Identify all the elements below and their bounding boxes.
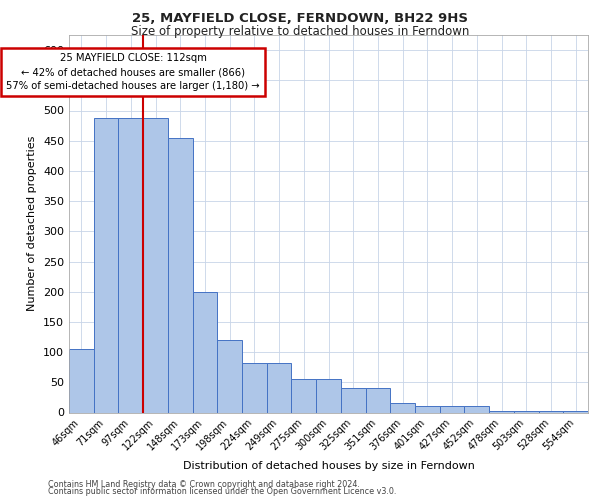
Bar [415,406,440,412]
Bar [440,406,464,412]
Bar [242,363,267,412]
Y-axis label: Number of detached properties: Number of detached properties [28,136,37,312]
Text: 25, MAYFIELD CLOSE, FERNDOWN, BH22 9HS: 25, MAYFIELD CLOSE, FERNDOWN, BH22 9HS [132,12,468,26]
Bar [94,118,118,412]
Text: 25 MAYFIELD CLOSE: 112sqm
← 42% of detached houses are smaller (866)
57% of semi: 25 MAYFIELD CLOSE: 112sqm ← 42% of detac… [7,53,260,91]
Bar [514,410,539,412]
Bar [464,406,489,412]
Bar [69,349,94,412]
Bar [390,404,415,412]
Bar [341,388,365,412]
Bar [168,138,193,412]
Bar [217,340,242,412]
Bar [539,410,563,412]
Bar [316,378,341,412]
Bar [267,363,292,412]
Text: Size of property relative to detached houses in Ferndown: Size of property relative to detached ho… [131,25,469,38]
Bar [292,378,316,412]
Bar [118,118,143,412]
Bar [489,410,514,412]
Bar [365,388,390,412]
Text: Contains public sector information licensed under the Open Government Licence v3: Contains public sector information licen… [48,487,397,496]
X-axis label: Distribution of detached houses by size in Ferndown: Distribution of detached houses by size … [182,460,475,470]
Bar [143,118,168,412]
Text: Contains HM Land Registry data © Crown copyright and database right 2024.: Contains HM Land Registry data © Crown c… [48,480,360,489]
Bar [193,292,217,412]
